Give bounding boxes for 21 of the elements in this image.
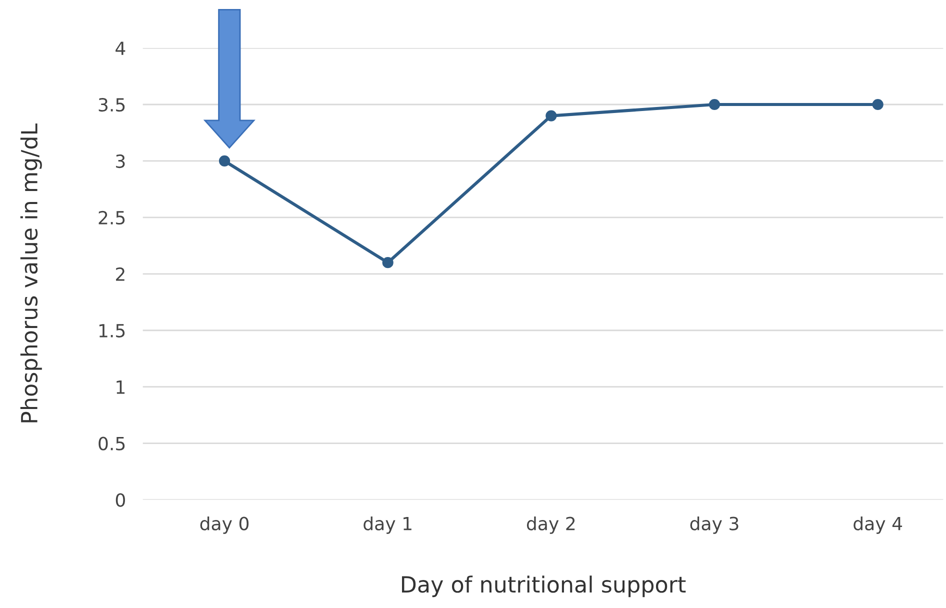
point bbox=[218, 155, 230, 167]
y-tick-label: 3.5 bbox=[98, 98, 125, 112]
point bbox=[708, 98, 720, 110]
x-axis-title: Day of nutritional support bbox=[402, 576, 686, 598]
y-tick-label: 2.5 bbox=[98, 210, 125, 225]
x-tick-label: day 0 bbox=[200, 516, 249, 534]
point bbox=[546, 110, 557, 122]
y-tick-label: 1 bbox=[116, 380, 125, 394]
y-tick-label: 0 bbox=[116, 493, 125, 507]
x-tick-label: day 4 bbox=[854, 516, 902, 534]
y-tick-label: 4 bbox=[116, 42, 126, 55]
point bbox=[872, 98, 884, 110]
y-tick-label: 1.5 bbox=[99, 324, 125, 338]
y-axis-title: Phosphorus value in mg/dL bbox=[20, 123, 42, 422]
x-tick-label: day 3 bbox=[690, 516, 738, 534]
x-tick-label: day 2 bbox=[526, 516, 575, 534]
y-tick-label: 2 bbox=[116, 267, 124, 281]
y-tick-label: 0.5 bbox=[98, 436, 125, 450]
y-tick-label: 3 bbox=[116, 154, 125, 168]
point bbox=[382, 257, 394, 268]
x-tick-label: day 1 bbox=[364, 516, 412, 534]
